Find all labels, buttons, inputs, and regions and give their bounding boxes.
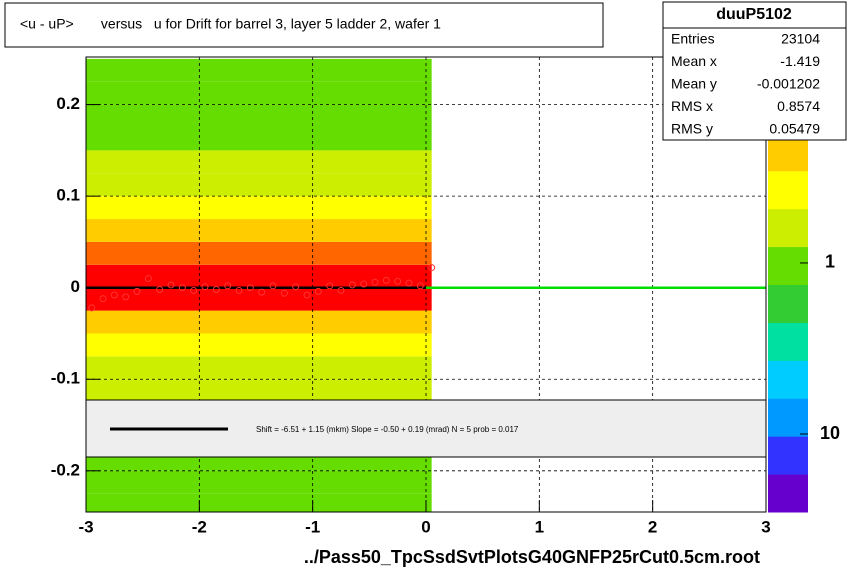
profile-point bbox=[190, 286, 198, 294]
title-box bbox=[4, 2, 604, 48]
profile-point bbox=[428, 264, 436, 272]
stats-name: duuP5102 bbox=[716, 6, 792, 23]
profile-point bbox=[122, 293, 130, 301]
chart-title: <u - uP> versus u for Drift for barrel 3… bbox=[20, 16, 441, 32]
y-tick-label: -0.1 bbox=[51, 369, 80, 388]
stats-box bbox=[662, 1, 847, 141]
y-tick-label: 0.2 bbox=[56, 94, 80, 113]
z-tick-label: 1 bbox=[825, 252, 835, 272]
profile-point bbox=[371, 278, 379, 286]
x-tick-label: -2 bbox=[192, 517, 207, 536]
x-tick-label: 3 bbox=[761, 517, 770, 536]
density-cell bbox=[86, 150, 432, 174]
profile-point bbox=[88, 304, 96, 312]
x-tick-label: 0 bbox=[421, 517, 430, 536]
density-cell bbox=[86, 287, 432, 311]
profile-point bbox=[167, 281, 175, 289]
density-cell bbox=[86, 379, 432, 403]
y-tick-label: -0.2 bbox=[51, 460, 80, 479]
stats-value: 0.8574 bbox=[777, 98, 820, 114]
profile-point bbox=[314, 287, 322, 295]
colorbar-cell bbox=[768, 436, 808, 475]
density-cell bbox=[86, 173, 432, 197]
density-cell bbox=[86, 264, 432, 288]
fit-text: Shift = -6.51 + 1.15 (mkm) Slope = -0.50… bbox=[256, 425, 519, 434]
density-cell bbox=[86, 196, 432, 220]
profile-point bbox=[178, 284, 186, 292]
x-tick-label: -3 bbox=[78, 517, 93, 536]
profile-point bbox=[133, 287, 141, 295]
profile-point bbox=[269, 282, 277, 290]
stats-key: RMS x bbox=[671, 98, 713, 114]
density-cell bbox=[86, 104, 432, 128]
z-tick-label: 10 bbox=[820, 423, 840, 443]
profile-point bbox=[348, 281, 356, 289]
profile-point bbox=[212, 286, 220, 294]
profile-point bbox=[382, 276, 390, 284]
profile-point bbox=[405, 279, 413, 287]
colorbar-cell bbox=[768, 208, 808, 248]
profile-point bbox=[326, 282, 334, 290]
density-cell bbox=[86, 81, 432, 105]
stats-key: Mean x bbox=[671, 53, 717, 69]
stats-key: Entries bbox=[671, 31, 715, 47]
y-tick-label: 0 bbox=[71, 277, 80, 296]
profile-point bbox=[246, 284, 254, 292]
colorbar-cell bbox=[768, 284, 808, 323]
stats-value: -0.001202 bbox=[757, 76, 820, 92]
density-cell bbox=[86, 310, 432, 334]
colorbar-cell bbox=[768, 360, 808, 399]
density-cell bbox=[86, 356, 432, 380]
profile-point bbox=[280, 289, 288, 297]
colorbar-cell bbox=[768, 170, 808, 210]
colorbar-cell bbox=[768, 246, 808, 285]
density-cell bbox=[86, 470, 432, 494]
profile-point bbox=[201, 283, 209, 291]
profile-point bbox=[110, 291, 118, 299]
y-tick-label: 0.1 bbox=[56, 186, 80, 205]
density-cell bbox=[86, 127, 432, 151]
x-tick-label: -1 bbox=[305, 517, 320, 536]
density-cell bbox=[86, 58, 432, 82]
stats-value: 0.05479 bbox=[769, 121, 820, 137]
profile-point bbox=[394, 277, 402, 285]
profile-point bbox=[156, 286, 164, 294]
profile-point bbox=[360, 280, 368, 288]
profile-point bbox=[303, 291, 311, 299]
profile-point bbox=[258, 288, 266, 296]
colorbar-cell bbox=[768, 322, 808, 361]
stats-value: -1.419 bbox=[780, 53, 820, 69]
density-cell bbox=[86, 241, 432, 265]
density-cell bbox=[86, 219, 432, 242]
stats-value: 23104 bbox=[781, 31, 820, 47]
profile-point bbox=[292, 283, 300, 291]
density-cell bbox=[86, 493, 432, 512]
x-tick-label: 2 bbox=[648, 517, 657, 536]
profile-point bbox=[144, 275, 152, 283]
x-tick-label: 1 bbox=[535, 517, 544, 536]
stats-key: RMS y bbox=[671, 121, 713, 137]
stats-key: Mean y bbox=[671, 76, 717, 92]
colorbar-cell bbox=[768, 398, 808, 437]
profile-point bbox=[337, 286, 345, 294]
colorbar-cell bbox=[768, 474, 808, 513]
profile-point bbox=[224, 282, 232, 290]
density-cell bbox=[86, 333, 432, 357]
x-axis-label: ../Pass50_TpcSsdSvtPlotsG40GNFP25rCut0.5… bbox=[304, 547, 760, 567]
profile-point bbox=[99, 295, 107, 303]
profile-point bbox=[416, 282, 424, 290]
profile-point bbox=[235, 286, 243, 294]
